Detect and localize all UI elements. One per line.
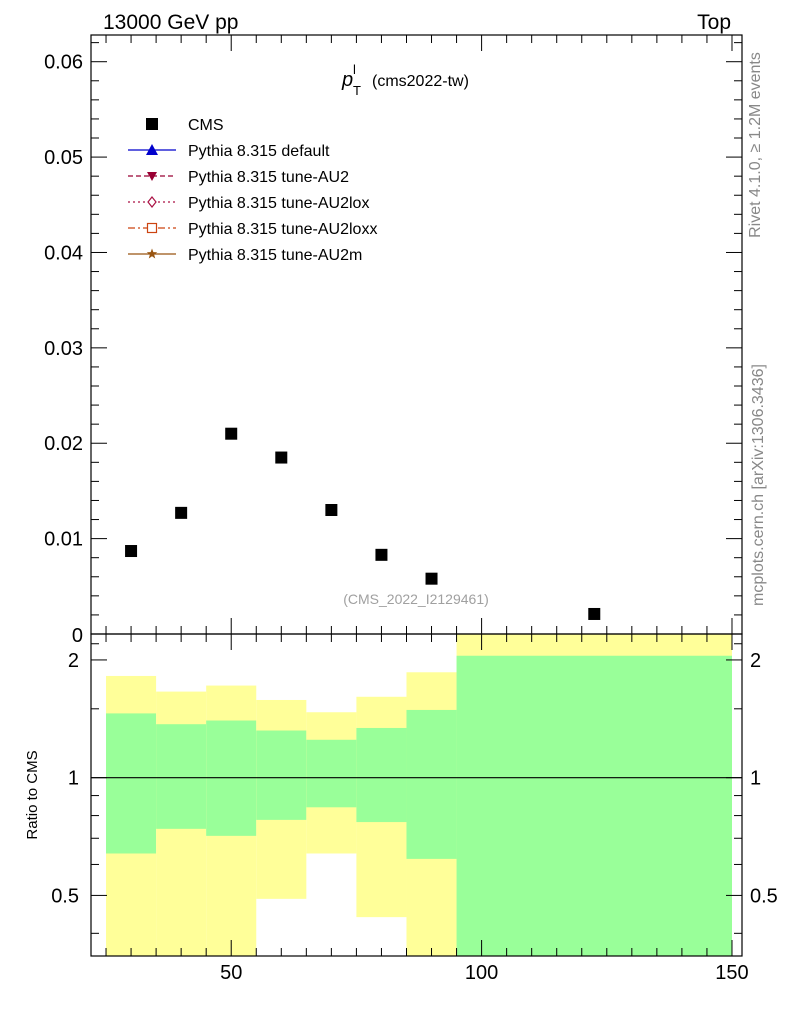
ratio-bands — [91, 634, 742, 956]
legend-marker-star — [146, 248, 158, 259]
ratio-band-inner — [356, 727, 407, 823]
main-ytick-label: 0.02 — [44, 433, 83, 455]
legend-label: Pythia 8.315 tune-AU2loxx — [188, 221, 377, 238]
main-ytick-label: 0.06 — [44, 52, 83, 74]
mcplots-label: mcplots.cern.ch [arXiv:1306.3436] — [750, 364, 767, 606]
legend-marker-diamond — [147, 196, 157, 208]
legend-entry: Pythia 8.315 default — [128, 143, 330, 160]
legend-label: Pythia 8.315 tune-AU2lox — [188, 195, 369, 212]
title-suffix: (cms2022-tw) — [372, 73, 469, 90]
collision-label: 13000 GeV pp — [103, 11, 238, 34]
cms-point — [588, 607, 601, 620]
legend-label: Pythia 8.315 default — [188, 143, 330, 160]
main-y-ticks: 0.01 0.02 0.03 0.04 0.05 0.06 0 — [44, 35, 742, 647]
cms-point — [175, 506, 188, 519]
legend-label: CMS — [188, 117, 224, 134]
ratio-band-inner — [456, 655, 732, 956]
ratio-ytick-label-right: 0.5 — [750, 885, 778, 907]
ratio-ytick-label-right: 1 — [750, 768, 761, 790]
legend-entry: Pythia 8.315 tune-AU2m — [128, 247, 362, 264]
ratio-frame — [90, 633, 743, 957]
plot-title: p l T (cms2022-tw) — [341, 62, 469, 98]
cms-point — [425, 572, 438, 585]
main-ytick-zero: 0 — [72, 625, 83, 647]
main-ytick-label: 0.04 — [44, 242, 83, 264]
legend-label: Pythia 8.315 tune-AU2 — [188, 169, 349, 186]
ratio-band-inner — [306, 739, 357, 808]
ratio-band-inner — [406, 709, 457, 859]
ratio-xtick-label: 150 — [715, 962, 748, 984]
ratio-band-inner — [106, 713, 157, 854]
ratio-xtick-label: 50 — [220, 962, 242, 984]
legend-entry: Pythia 8.315 tune-AU2lox — [128, 195, 369, 212]
legend: CMS Pythia 8.315 default Pythia 8.315 tune… — [128, 117, 377, 264]
cms-point — [375, 548, 388, 561]
process-label: Top — [697, 11, 731, 34]
ratio-ytick-label-left: 1 — [68, 768, 79, 790]
legend-entry: Pythia 8.315 tune-AU2 — [128, 169, 349, 186]
ratio-band-inner — [156, 724, 207, 829]
cms-point — [275, 451, 288, 464]
ratio-ylabel: Ratio to CMS — [24, 750, 41, 839]
title-sup: l — [353, 62, 356, 77]
ratio-ytick-label-left: 0.5 — [51, 885, 79, 907]
analysis-watermark: (CMS_2022_I2129461) — [343, 591, 489, 607]
legend-marker-square — [146, 118, 158, 130]
ratio-ytick-label-left: 2 — [68, 650, 79, 672]
legend-entry: Pythia 8.315 tune-AU2loxx — [128, 221, 377, 238]
main-ytick-label: 0.03 — [44, 338, 83, 360]
cms-data-points — [125, 427, 601, 620]
cms-point — [225, 427, 238, 440]
legend-marker-triangle-down — [147, 172, 157, 181]
cms-point — [325, 504, 338, 517]
legend-marker-triangle-up — [146, 144, 158, 155]
ratio-ytick-label-right: 2 — [750, 650, 761, 672]
main-ytick-label: 0.05 — [44, 147, 83, 169]
main-ytick-label: 0.01 — [44, 529, 83, 551]
legend-label: Pythia 8.315 tune-AU2m — [188, 247, 362, 264]
ratio-ticks: 0.5 0.5 1 1 2 2 50 100 150 — [51, 634, 778, 984]
ratio-xtick-label: 100 — [465, 962, 498, 984]
title-main: p — [341, 69, 353, 91]
rivet-label: Rivet 4.1.0, ≥ 1.2M events — [747, 52, 764, 238]
legend-marker-square-open — [146, 222, 158, 234]
cms-point — [125, 545, 138, 558]
legend-entry: CMS — [146, 117, 224, 134]
title-sub: T — [353, 83, 361, 98]
ratio-band-inner — [256, 730, 307, 820]
